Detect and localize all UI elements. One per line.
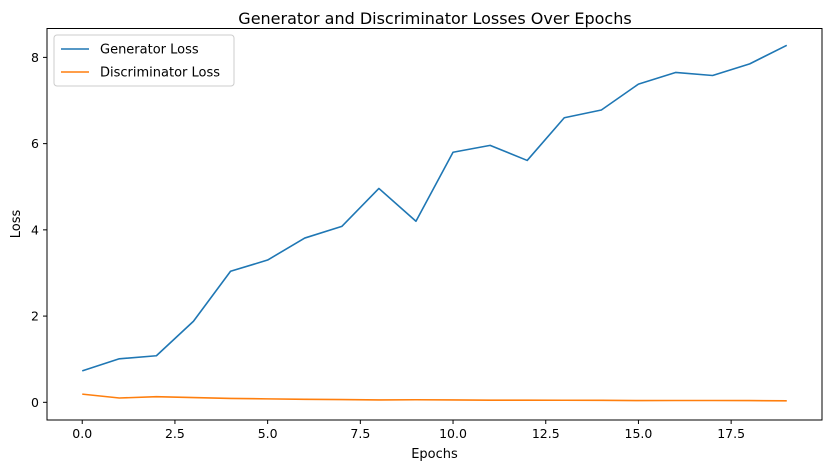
y-tick-label: 2 [31,309,39,324]
y-tick-label: 6 [31,136,39,151]
series-layer [81,44,788,402]
x-tick-label: 15.0 [625,426,653,441]
x-tick-label: 5.0 [258,426,278,441]
x-axis-ticks: 0.0 2.5 5.0 7.5 10.0 12.5 15.0 17.5 [72,420,745,441]
y-tick-label: 8 [31,50,39,65]
x-axis-label: Epochs [411,447,458,462]
series-line-generator-loss [81,44,788,372]
x-tick-label: 2.5 [165,426,185,441]
x-tick-label: 12.5 [532,426,560,441]
legend-label: Discriminator Loss [100,66,220,81]
y-axis-ticks: 0 2 4 6 8 [31,50,47,410]
y-tick-label: 0 [31,395,39,410]
series-line-discriminator-loss [82,393,787,402]
x-tick-label: 10.0 [439,426,467,441]
legend: Generator Loss Discriminator Loss [53,34,235,87]
y-axis-label: Loss [9,210,24,239]
plot-frame [46,28,823,421]
legend-box [53,34,235,87]
x-tick-label: 7.5 [350,426,370,441]
chart-title: Generator and Discriminator Losses Over … [238,9,631,28]
x-tick-label: 0.0 [72,426,92,441]
x-tick-label: 17.5 [717,426,745,441]
y-tick-label: 4 [31,222,39,237]
legend-label: Generator Loss [100,43,199,58]
